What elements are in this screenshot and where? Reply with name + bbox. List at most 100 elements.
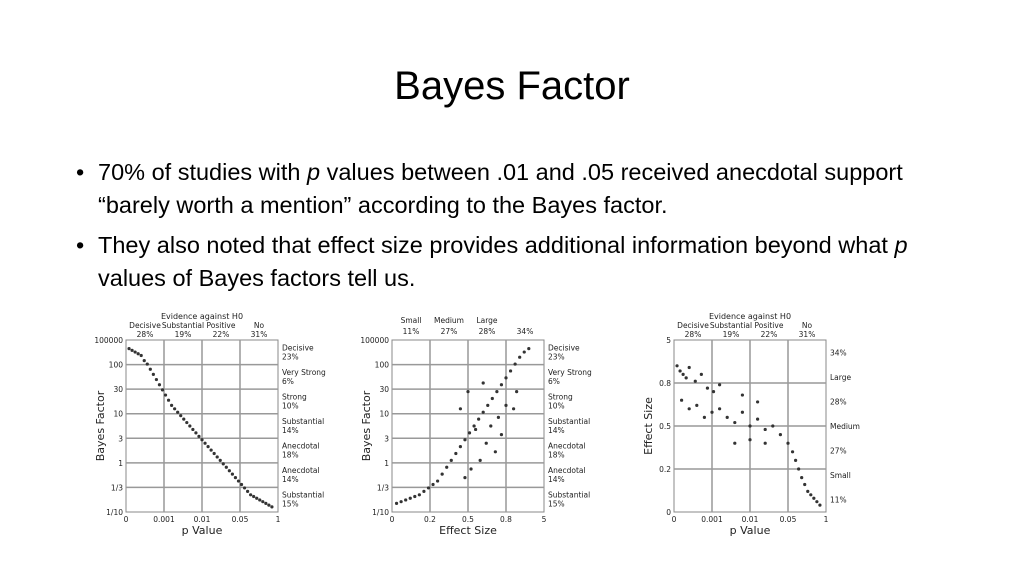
data-point — [224, 465, 228, 469]
data-point — [458, 445, 462, 449]
top-category-label: Substantial — [162, 321, 204, 330]
x-axis-label: p Value — [730, 524, 771, 537]
data-point — [258, 498, 262, 502]
data-point — [478, 458, 482, 462]
data-point — [740, 410, 744, 414]
data-point — [806, 489, 810, 493]
y-axis-label: Bayes Factor — [360, 390, 373, 461]
bullet-text: They also noted that effect size provide… — [98, 232, 895, 258]
bullet-italic: p — [894, 232, 908, 258]
data-point — [493, 450, 497, 454]
data-point — [197, 434, 201, 438]
data-point — [504, 376, 508, 380]
data-point — [445, 465, 449, 469]
x-axis-label: Effect Size — [439, 524, 497, 537]
y-tick-label: 1/3 — [377, 483, 389, 492]
data-point — [469, 467, 473, 471]
data-point — [725, 415, 729, 419]
data-point — [255, 496, 259, 500]
data-point — [426, 486, 431, 490]
right-category-label: Anecdotal — [282, 466, 320, 475]
top-category-pct: 27% — [441, 327, 458, 336]
data-point — [490, 396, 494, 401]
data-point — [404, 498, 408, 502]
data-point — [449, 458, 453, 462]
data-point — [139, 353, 143, 358]
right-category-pct: 6% — [548, 377, 560, 386]
data-point — [467, 431, 472, 435]
y-tick-label: 100 — [375, 361, 390, 370]
y-tick-label: 30 — [379, 385, 389, 394]
y-tick-label: 0.8 — [659, 379, 671, 388]
data-point — [496, 415, 500, 419]
slide-title: Bayes Factor — [394, 64, 630, 108]
data-point — [417, 493, 421, 497]
data-point — [477, 417, 481, 421]
y-tick-label: 100 — [109, 361, 124, 370]
right-category-label: Strong — [548, 392, 573, 401]
data-point — [495, 390, 499, 394]
y-tick-label: 5 — [666, 336, 671, 345]
data-point — [227, 469, 231, 473]
top-category-label: Positive — [755, 321, 784, 330]
data-point — [148, 367, 152, 371]
top-category-pct: 28% — [685, 330, 702, 339]
data-point — [472, 424, 476, 428]
x-tick-label: 0.5 — [462, 515, 474, 524]
top-category-label: No — [802, 321, 813, 330]
bullet-text: values of Bayes factors tell us. — [98, 265, 416, 291]
data-point — [718, 383, 722, 387]
x-tick-label: 0.05 — [780, 515, 797, 524]
data-point — [687, 407, 691, 411]
data-point — [699, 372, 703, 376]
top-category-label: Decisive — [129, 321, 161, 330]
data-point — [191, 427, 195, 432]
right-category-pct: 6% — [282, 377, 294, 386]
bullet-marker: • — [76, 232, 85, 258]
data-point — [748, 424, 752, 428]
y-tick-label: 100000 — [94, 336, 123, 345]
data-point — [431, 482, 435, 487]
data-point — [499, 383, 504, 387]
top-category-pct: 31% — [251, 330, 268, 339]
top-category-pct: 19% — [175, 330, 192, 339]
top-category-pct: 22% — [761, 330, 778, 339]
data-point — [215, 455, 219, 459]
data-point — [681, 372, 685, 376]
data-point — [440, 472, 444, 476]
x-tick-label: 5 — [542, 515, 547, 524]
data-point — [463, 438, 467, 442]
right-category-label: Medium — [830, 422, 860, 431]
data-point — [200, 438, 204, 442]
data-point — [261, 500, 265, 504]
data-point — [466, 390, 470, 394]
bullet-marker: • — [76, 159, 85, 185]
data-point — [486, 403, 490, 407]
top-category-label: Substantial — [710, 321, 752, 330]
right-category-pct: 14% — [282, 475, 299, 484]
x-tick-label: 0.2 — [424, 515, 436, 524]
data-point — [136, 352, 140, 356]
right-category-label: Substantial — [548, 491, 590, 500]
right-category-pct: 23% — [548, 352, 565, 361]
data-point — [763, 427, 767, 432]
right-category-pct: 10% — [282, 401, 299, 410]
data-point — [680, 398, 684, 402]
right-category-pct: 11% — [830, 496, 847, 505]
x-tick-label: 0 — [672, 515, 677, 524]
right-category-pct: 27% — [830, 447, 847, 456]
right-category-pct: 18% — [548, 451, 565, 460]
y-tick-label: 1/10 — [372, 508, 389, 517]
chart-top-header: Evidence against H0 — [161, 312, 243, 321]
data-point — [812, 496, 816, 500]
data-point — [194, 431, 198, 435]
data-point — [170, 403, 174, 407]
x-axis-label: p Value — [182, 524, 223, 537]
data-point — [733, 420, 737, 425]
data-point — [710, 410, 714, 414]
x-tick-label: 0.001 — [153, 515, 175, 524]
data-point — [702, 415, 706, 419]
data-point — [151, 372, 155, 376]
bullet-list: • 70% of studies with p values between .0… — [76, 156, 956, 302]
top-category-pct: 11% — [403, 327, 420, 336]
